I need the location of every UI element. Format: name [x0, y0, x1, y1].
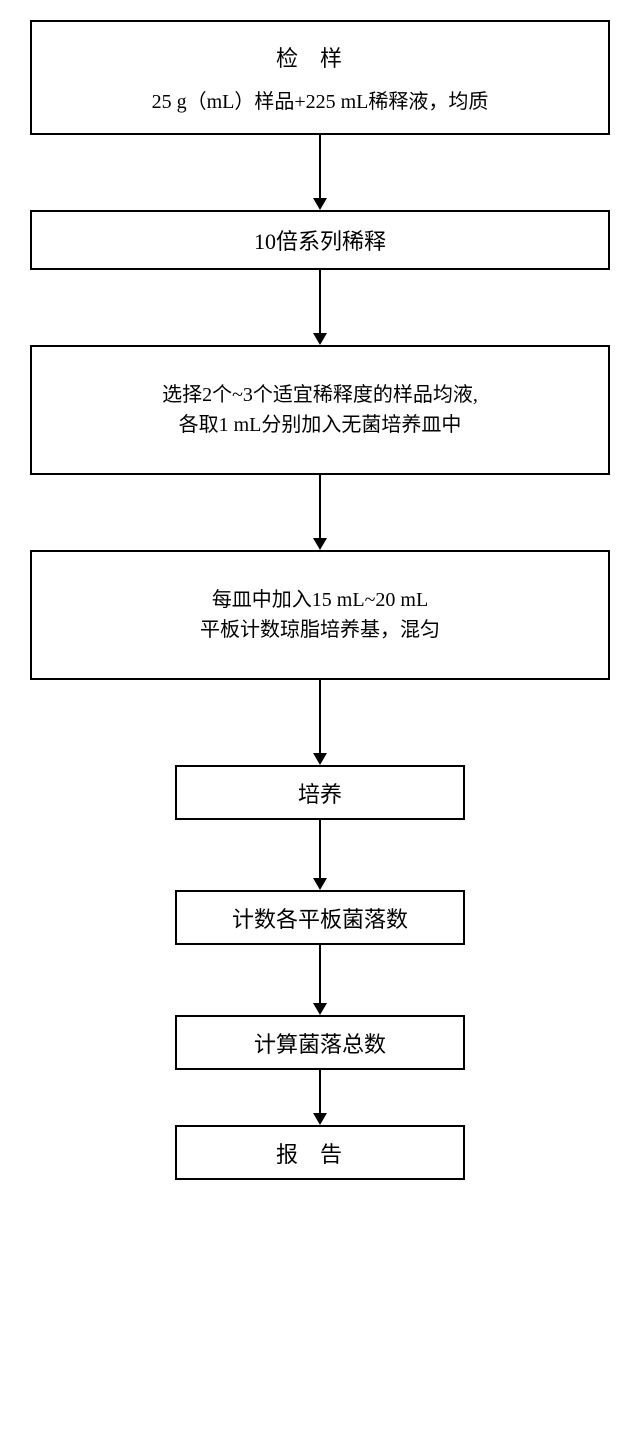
step-6-box: 计数各平板菌落数 [175, 890, 465, 945]
step-7-box: 计算菌落总数 [175, 1015, 465, 1070]
step-6-text: 计数各平板菌落数 [232, 902, 408, 934]
arrow-2 [313, 270, 327, 345]
step-5-box: 培养 [175, 765, 465, 820]
arrow-4 [313, 680, 327, 765]
arrow-5 [313, 820, 327, 890]
step-1-title: 检样 [276, 41, 364, 73]
arrow-1 [313, 135, 327, 210]
arrow-7 [313, 1070, 327, 1125]
step-8-text: 报告 [276, 1137, 364, 1169]
step-4-line2: 平板计数琼脂培养基，混匀 [200, 615, 440, 645]
step-1-subtitle: 25 g（mL）样品+225 mL稀释液，均质 [152, 85, 489, 114]
step-7-text: 计算菌落总数 [254, 1027, 386, 1059]
flowchart-container: 检样 25 g（mL）样品+225 mL稀释液，均质 10倍系列稀释 选择2个~… [0, 0, 640, 1200]
step-2-box: 10倍系列稀释 [30, 210, 610, 270]
step-4-line1: 每皿中加入15 mL~20 mL [212, 585, 428, 615]
step-5-text: 培养 [298, 777, 342, 809]
step-1-box: 检样 25 g（mL）样品+225 mL稀释液，均质 [30, 20, 610, 135]
step-3-line2: 各取1 mL分别加入无菌培养皿中 [179, 410, 462, 440]
arrow-3 [313, 475, 327, 550]
step-3-line1: 选择2个~3个适宜稀释度的样品均液, [162, 380, 478, 410]
step-8-box: 报告 [175, 1125, 465, 1180]
step-2-text: 10倍系列稀释 [254, 224, 386, 256]
step-4-box: 每皿中加入15 mL~20 mL 平板计数琼脂培养基，混匀 [30, 550, 610, 680]
step-3-box: 选择2个~3个适宜稀释度的样品均液, 各取1 mL分别加入无菌培养皿中 [30, 345, 610, 475]
arrow-6 [313, 945, 327, 1015]
